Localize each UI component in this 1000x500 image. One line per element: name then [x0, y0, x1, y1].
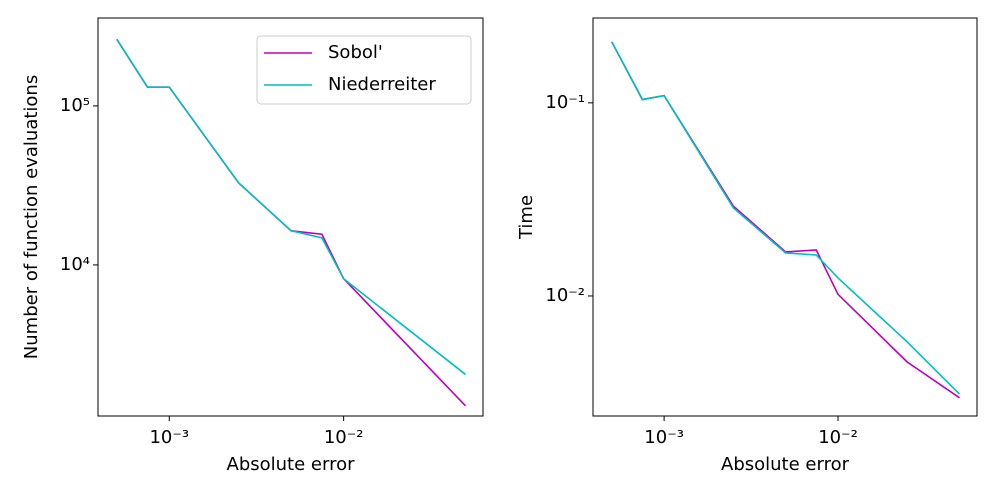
legend-label: Niederreiter [328, 74, 436, 95]
y-tick-label: 10⁻² [545, 285, 585, 306]
x-axis-label: Absolute error [227, 454, 356, 475]
y-tick-label: 10⁻¹ [545, 92, 585, 113]
x-tick-label: 10⁻² [324, 427, 364, 448]
series-line [116, 38, 466, 376]
x-axis-label: Absolute error [721, 454, 850, 475]
plot-frame [592, 17, 978, 417]
plot-frame [97, 17, 484, 417]
series-line [611, 41, 961, 395]
y-tick-label: 10⁴ [60, 254, 90, 275]
x-tick-label: 10⁻³ [644, 427, 684, 448]
x-tick-label: 10⁻³ [149, 427, 189, 448]
y-axis-label: Time [516, 195, 537, 240]
legend-label: Sobol' [328, 42, 383, 63]
y-axis-label: Number of function evaluations [21, 75, 42, 359]
x-tick-label: 10⁻² [818, 427, 858, 448]
y-tick-label: 10⁵ [60, 95, 90, 116]
